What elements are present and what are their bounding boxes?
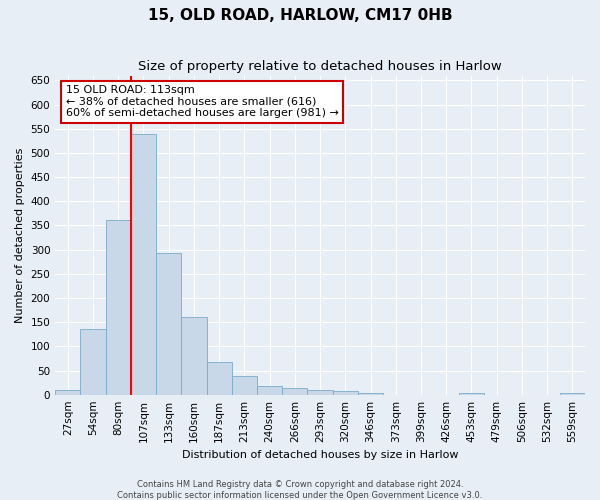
Bar	[55, 390, 80, 394]
Text: 15 OLD ROAD: 113sqm
← 38% of detached houses are smaller (616)
60% of semi-detac: 15 OLD ROAD: 113sqm ← 38% of detached ho…	[66, 85, 338, 118]
Bar	[206, 362, 232, 394]
Bar	[307, 390, 332, 394]
Y-axis label: Number of detached properties: Number of detached properties	[15, 148, 25, 323]
Text: 15, OLD ROAD, HARLOW, CM17 0HB: 15, OLD ROAD, HARLOW, CM17 0HB	[148, 8, 452, 22]
Bar	[232, 376, 257, 394]
Bar	[459, 392, 484, 394]
Title: Size of property relative to detached houses in Harlow: Size of property relative to detached ho…	[138, 60, 502, 73]
Bar	[257, 386, 282, 394]
Bar	[131, 134, 156, 394]
Text: Contains HM Land Registry data © Crown copyright and database right 2024.
Contai: Contains HM Land Registry data © Crown c…	[118, 480, 482, 500]
Bar	[106, 220, 131, 394]
Bar	[560, 393, 585, 394]
Bar	[332, 391, 358, 394]
Bar	[181, 318, 206, 394]
Bar	[282, 388, 307, 394]
X-axis label: Distribution of detached houses by size in Harlow: Distribution of detached houses by size …	[182, 450, 458, 460]
Bar	[80, 330, 106, 394]
Bar	[358, 393, 383, 394]
Bar	[156, 254, 181, 394]
